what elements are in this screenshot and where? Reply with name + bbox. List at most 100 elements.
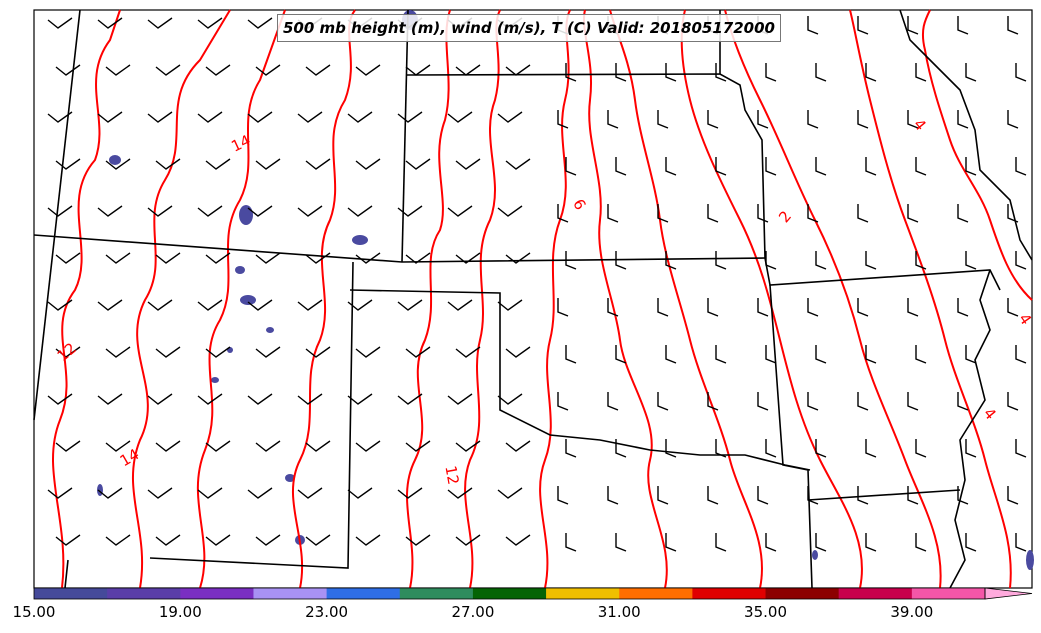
- colorbar-segment: [692, 588, 767, 599]
- wind-barb: [147, 393, 173, 405]
- wind-barb: [205, 64, 231, 76]
- wind-barb: [807, 392, 819, 411]
- wind-barb: [857, 392, 869, 411]
- wind-barb: [607, 110, 619, 129]
- wind-barb: [765, 439, 777, 458]
- wind-barb: [1015, 157, 1027, 176]
- wind-barb: [665, 345, 677, 364]
- wind-barb: [97, 393, 123, 405]
- wind-barb: [665, 533, 677, 552]
- wind-barb: [297, 299, 323, 311]
- wind-barb: [255, 534, 281, 546]
- wind-barb: [707, 298, 719, 317]
- wind-barb: [865, 251, 877, 270]
- wind-barb: [497, 393, 523, 405]
- colorbar-tick-label: 23.00: [305, 603, 349, 621]
- wind-barb: [397, 393, 423, 405]
- shaded-region: [266, 327, 274, 333]
- wind-barb: [347, 393, 373, 405]
- state-boundary: [899, 9, 1033, 261]
- wind-barb: [297, 487, 323, 499]
- state-boundary: [401, 9, 409, 263]
- wind-barb: [497, 205, 523, 217]
- wind-barb: [557, 392, 569, 411]
- wind-barb: [907, 110, 919, 129]
- wind-barb: [765, 63, 777, 82]
- wind-barb: [715, 251, 727, 270]
- wind-barb: [907, 16, 919, 35]
- wind-barb: [965, 251, 977, 270]
- wind-barb: [55, 158, 81, 170]
- state-boundary: [807, 489, 961, 501]
- wind-barb: [297, 111, 323, 123]
- wind-barb: [757, 392, 769, 411]
- wind-barb: [715, 345, 727, 364]
- contour-line: [609, 9, 763, 589]
- wind-barb: [447, 205, 473, 217]
- wind-barb: [607, 298, 619, 317]
- shaded-region: [285, 474, 295, 482]
- contour-line: [724, 9, 942, 589]
- wind-barb: [565, 251, 577, 270]
- wind-barb: [197, 17, 223, 29]
- wind-barb: [915, 439, 927, 458]
- wind-barb: [497, 299, 523, 311]
- wind-barb: [47, 487, 73, 499]
- wind-barb: [1015, 251, 1027, 270]
- shaded-region: [109, 155, 121, 165]
- colorbar-tick-label: 27.00: [451, 603, 495, 621]
- wind-barb: [1007, 486, 1019, 505]
- wind-barb: [857, 110, 869, 129]
- wind-barb: [197, 393, 223, 405]
- wind-barb: [197, 299, 223, 311]
- wind-barb: [55, 346, 81, 358]
- colorbar-tick-label: 31.00: [597, 603, 641, 621]
- wind-barb: [455, 158, 481, 170]
- wind-barb: [957, 392, 969, 411]
- wind-barb: [255, 346, 281, 358]
- wind-barb: [765, 251, 777, 270]
- wind-barb: [47, 111, 73, 123]
- temperature-contours: [52, 9, 1033, 589]
- wind-barb: [807, 298, 819, 317]
- wind-barb: [915, 63, 927, 82]
- colorbar-tick-label: 15.00: [12, 603, 56, 621]
- wind-barb: [907, 204, 919, 223]
- wind-barb: [1007, 110, 1019, 129]
- wind-barb: [957, 16, 969, 35]
- shaded-region: [211, 377, 219, 383]
- wind-barb: [965, 63, 977, 82]
- colorbar-segment: [472, 588, 547, 599]
- wind-barb: [505, 440, 531, 452]
- wind-barb: [807, 16, 819, 35]
- wind-barb: [97, 111, 123, 123]
- colorbar-tick-label: 35.00: [744, 603, 788, 621]
- wind-barb: [707, 392, 719, 411]
- wind-barb: [715, 157, 727, 176]
- wind-barb: [455, 440, 481, 452]
- wind-barb: [1015, 63, 1027, 82]
- wind-barb: [915, 251, 927, 270]
- wind-barb: [355, 158, 381, 170]
- contour-line: [921, 9, 1033, 301]
- colorbar-segment: [180, 588, 254, 599]
- wind-barb: [147, 205, 173, 217]
- wind-barb: [147, 17, 173, 29]
- wind-barb: [147, 299, 173, 311]
- wind-barb: [657, 486, 669, 505]
- state-boundary: [149, 261, 354, 569]
- wind-barb: [615, 157, 627, 176]
- wind-barb: [957, 298, 969, 317]
- wind-barb: [347, 205, 373, 217]
- wind-barb: [965, 157, 977, 176]
- wind-barb: [757, 298, 769, 317]
- wind-barb: [865, 157, 877, 176]
- wind-barb: [247, 17, 273, 29]
- wind-barb: [347, 487, 373, 499]
- wind-barb: [665, 251, 677, 270]
- wind-barb: [615, 63, 627, 82]
- wind-barb: [55, 534, 81, 546]
- wind-barb: [907, 392, 919, 411]
- wind-barb: [397, 299, 423, 311]
